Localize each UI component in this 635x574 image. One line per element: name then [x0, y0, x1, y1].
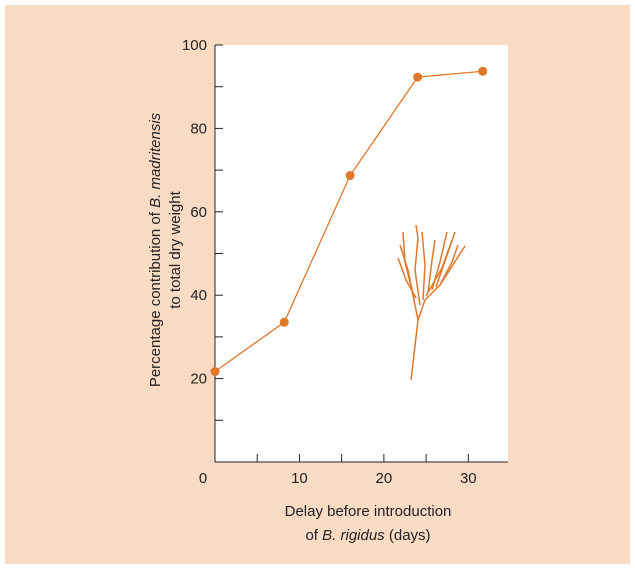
data-point — [345, 171, 355, 181]
plant-illustration — [397, 224, 466, 381]
x-tick-label: 0 — [199, 470, 207, 487]
label-part: of — [305, 527, 322, 544]
data-point — [478, 66, 488, 76]
y-tick-label: 40 — [190, 287, 207, 304]
y-tick-label: 80 — [190, 120, 207, 137]
y-axis-label: to total dry weight — [167, 190, 184, 308]
x-tick-label: 10 — [291, 470, 308, 487]
label-part: Delay before introduction — [285, 503, 452, 520]
label-part: Percentage contribution of — [147, 208, 164, 387]
x-axis-label: of B. rigidus (days) — [305, 527, 430, 544]
y-tick-label: 60 — [190, 204, 207, 221]
label-part: B. rigidus — [322, 527, 385, 544]
x-tick-label: 30 — [460, 470, 477, 487]
label-part: B. madritensis — [147, 112, 164, 208]
y-tick-label: 20 — [190, 371, 207, 388]
data-point — [279, 317, 289, 327]
plot-area — [215, 45, 508, 462]
x-tick-label: 20 — [376, 470, 393, 487]
x-axis-label: Delay before introduction — [285, 503, 452, 520]
y-axis-label: Percentage contribution of B. madritensi… — [147, 112, 164, 387]
y-tick-label: 100 — [182, 37, 207, 54]
label-part: to total dry weight — [167, 190, 184, 308]
data-point — [210, 367, 220, 377]
label-part: (days) — [385, 527, 431, 544]
data-point — [413, 72, 423, 82]
